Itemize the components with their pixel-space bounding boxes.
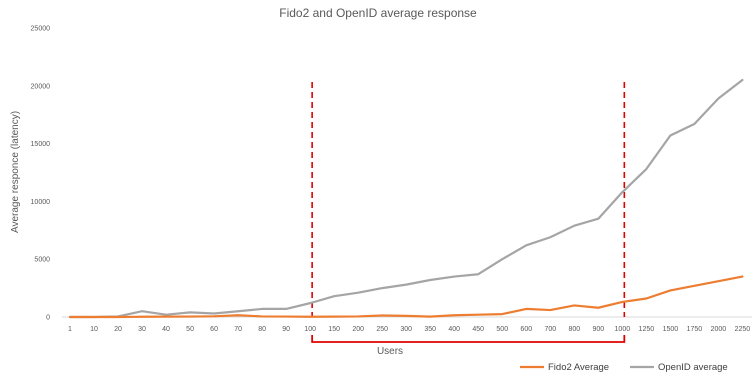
x-tick-label: 350 <box>424 326 436 333</box>
x-tick-label: 500 <box>496 326 508 333</box>
x-tick-label: 40 <box>162 326 170 333</box>
x-axis-title: Users <box>377 346 403 357</box>
x-tick-label: 50 <box>186 326 194 333</box>
series-line-openid-average <box>68 78 744 319</box>
x-tick-label: 30 <box>138 326 146 333</box>
x-tick-label: 90 <box>282 326 290 333</box>
legend-label-fido2-average: Fido2 Average <box>548 362 609 373</box>
x-tick-label: 1250 <box>639 326 655 333</box>
x-tick-label: 250 <box>376 326 388 333</box>
x-tick-label: 2000 <box>711 326 727 333</box>
x-tick-label: 60 <box>210 326 218 333</box>
x-axis-ticks: 1 10 20 30 40 50 60 70 80 90 100 150 200 250 300 350 400… <box>68 326 750 333</box>
y-tick-label: 5000 <box>34 257 50 264</box>
x-tick-label: 600 <box>520 326 532 333</box>
x-tick-label: 450 <box>472 326 484 333</box>
y-axis-title: Average responce (latency) <box>10 111 21 233</box>
x-tick-label: 100 <box>304 326 316 333</box>
x-tick-label: 70 <box>234 326 242 333</box>
y-axis-ticks: 0 5000 10000 15000 20000 25000 <box>31 26 51 322</box>
y-tick-label: 0 <box>46 315 50 322</box>
range-bracket <box>311 335 626 343</box>
y-tick-label: 10000 <box>31 199 51 206</box>
x-tick-label: 200 <box>352 326 364 333</box>
x-tick-label: 700 <box>544 326 556 333</box>
x-tick-label: 1500 <box>663 326 679 333</box>
legend: Fido2 Average OpenID average <box>520 362 728 373</box>
y-tick-label: 25000 <box>31 26 51 33</box>
x-tick-label: 80 <box>258 326 266 333</box>
x-tick-label: 20 <box>114 326 122 333</box>
x-tick-label: 900 <box>592 326 604 333</box>
x-tick-label: 2250 <box>735 326 751 333</box>
x-tick-label: 1000 <box>615 326 631 333</box>
x-tick-label: 800 <box>568 326 580 333</box>
legend-label-openid-average: OpenID average <box>658 362 728 373</box>
x-tick-label: 150 <box>328 326 340 333</box>
series-line-fido2-average <box>68 275 744 319</box>
y-tick-label: 15000 <box>31 141 51 148</box>
series-lines <box>68 78 744 319</box>
y-tick-label: 20000 <box>31 83 51 90</box>
x-tick-label: 400 <box>448 326 460 333</box>
chart-title: Fido2 and OpenID average response <box>279 6 477 20</box>
x-tick-label: 10 <box>90 326 98 333</box>
x-tick-label: 300 <box>400 326 412 333</box>
x-tick-label: 1750 <box>687 326 703 333</box>
annotations <box>311 82 626 343</box>
x-tick-label: 1 <box>68 326 72 333</box>
